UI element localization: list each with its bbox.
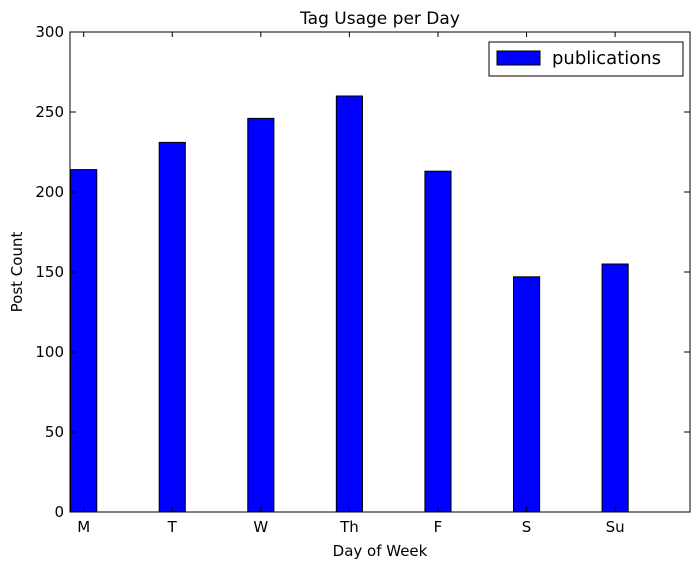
x-axis-ticks: M T W Th F S Su (77, 32, 625, 536)
y-tick-label: 0 (54, 503, 64, 521)
bar-su (601, 263, 629, 513)
bar-s (512, 276, 541, 513)
y-axis-label: Post Count (8, 232, 26, 313)
chart-title: Tag Usage per Day (299, 9, 460, 29)
x-tick-label: S (522, 518, 532, 536)
y-tick-label: 250 (35, 103, 64, 121)
y-tick-label: 50 (45, 423, 64, 441)
legend-swatch (496, 50, 541, 66)
x-tick-label: W (253, 518, 268, 536)
bar-th (335, 95, 363, 513)
x-tick-label: M (77, 518, 90, 536)
y-tick-label: 300 (35, 23, 64, 41)
bars-group (70, 95, 629, 513)
bar-f (424, 170, 452, 513)
legend: publications (488, 41, 684, 77)
x-axis-label: Day of Week (333, 542, 428, 560)
legend-label: publications (552, 48, 661, 69)
x-tick-label: Su (606, 518, 625, 536)
y-tick-label: 100 (35, 343, 64, 361)
x-tick-label: F (434, 518, 443, 536)
y-tick-label: 200 (35, 183, 64, 201)
bar-t (158, 141, 186, 513)
bar-w (247, 117, 275, 513)
bar-m (70, 169, 98, 513)
y-tick-label: 150 (35, 263, 64, 281)
x-tick-label: T (167, 518, 178, 536)
x-tick-label: Th (339, 518, 359, 536)
plot-frame (69, 31, 691, 513)
